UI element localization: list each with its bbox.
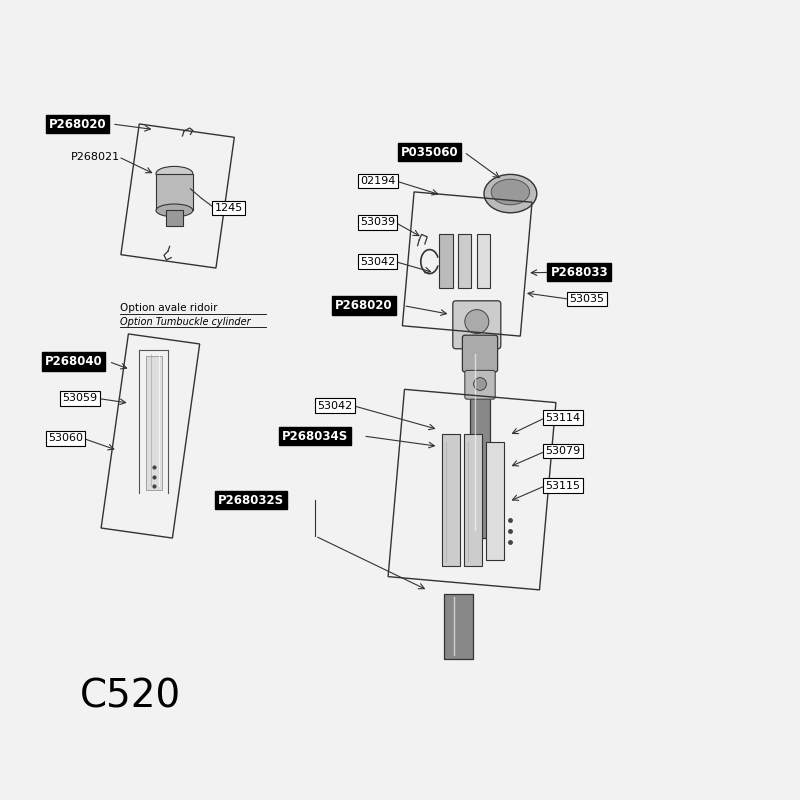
FancyBboxPatch shape [442, 434, 460, 566]
Text: 53042: 53042 [360, 257, 395, 266]
Text: P268021: P268021 [70, 152, 119, 162]
Text: 53042: 53042 [318, 401, 353, 410]
Text: P268020: P268020 [335, 299, 393, 312]
Ellipse shape [156, 204, 193, 217]
Text: 53079: 53079 [546, 446, 581, 456]
FancyBboxPatch shape [462, 335, 498, 372]
Text: P268033: P268033 [550, 266, 608, 278]
FancyBboxPatch shape [464, 434, 482, 566]
Text: 53115: 53115 [546, 481, 581, 490]
Text: 1245: 1245 [214, 203, 242, 213]
Text: 53060: 53060 [48, 434, 83, 443]
FancyBboxPatch shape [453, 301, 501, 349]
Text: 02194: 02194 [360, 176, 395, 186]
FancyBboxPatch shape [486, 442, 504, 560]
Text: 53035: 53035 [570, 294, 605, 304]
FancyBboxPatch shape [156, 174, 193, 210]
FancyBboxPatch shape [465, 370, 495, 399]
Ellipse shape [484, 174, 537, 213]
FancyBboxPatch shape [458, 234, 471, 288]
Text: Option Tumbuckle cylinder: Option Tumbuckle cylinder [120, 317, 250, 326]
Text: P268020: P268020 [49, 118, 106, 130]
FancyBboxPatch shape [166, 210, 183, 226]
FancyBboxPatch shape [470, 346, 490, 538]
Ellipse shape [156, 166, 193, 181]
FancyBboxPatch shape [146, 356, 162, 490]
Text: 53114: 53114 [546, 413, 581, 422]
Text: 53039: 53039 [360, 218, 395, 227]
FancyBboxPatch shape [477, 234, 490, 288]
FancyBboxPatch shape [444, 594, 473, 659]
Ellipse shape [474, 378, 486, 390]
Text: P268032S: P268032S [218, 494, 284, 506]
Ellipse shape [491, 179, 530, 205]
Text: P268040: P268040 [45, 355, 102, 368]
Ellipse shape [465, 310, 489, 334]
Text: P035060: P035060 [401, 146, 458, 158]
Text: C520: C520 [80, 677, 182, 715]
Text: 53059: 53059 [62, 394, 98, 403]
Text: P268034S: P268034S [282, 430, 348, 442]
FancyBboxPatch shape [439, 234, 453, 288]
Text: Option avale ridoir: Option avale ridoir [120, 303, 218, 313]
